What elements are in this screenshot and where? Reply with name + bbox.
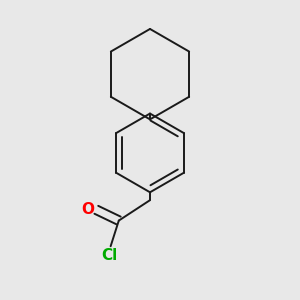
Text: O: O	[82, 202, 95, 217]
Text: Cl: Cl	[101, 248, 117, 262]
